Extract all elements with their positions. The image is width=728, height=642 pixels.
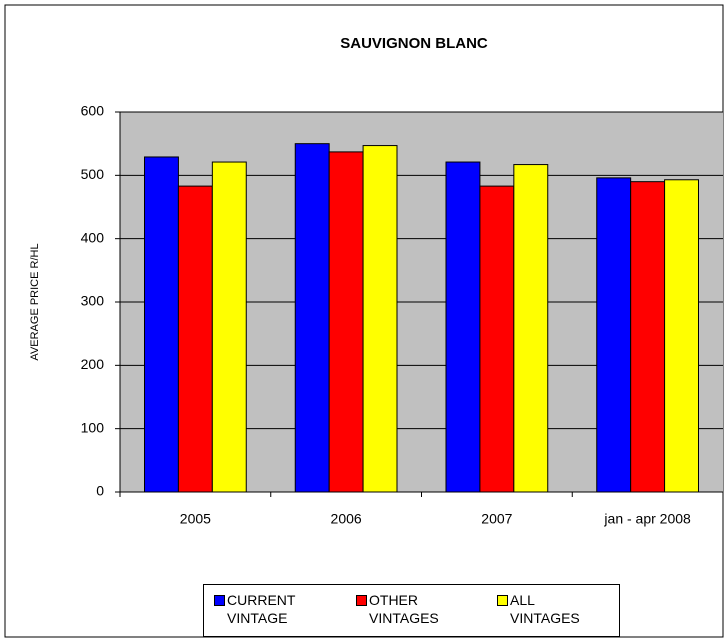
legend-swatch <box>497 595 508 606</box>
legend-label: CURRENT VINTAGE <box>227 592 296 626</box>
y-tick-label: 100 <box>81 419 105 435</box>
bar <box>664 179 700 493</box>
bar <box>513 164 549 493</box>
y-tick-label: 600 <box>81 103 105 119</box>
y-tick-label: 500 <box>81 166 105 182</box>
x-tick-label: 2006 <box>331 511 362 527</box>
legend-label: OTHER VINTAGES <box>369 592 439 626</box>
x-tick-label: jan - apr 2008 <box>603 511 691 527</box>
legend-entry: CURRENT VINTAGE <box>214 591 317 627</box>
legend-entry: ALL VINTAGES <box>497 591 600 627</box>
bar <box>479 185 515 493</box>
bar <box>143 156 179 493</box>
legend-swatch <box>356 595 367 606</box>
legend: CURRENT VINTAGE OTHER VINTAGES ALL VINTAGE… <box>203 584 620 637</box>
y-tick-label: 300 <box>81 293 105 309</box>
y-axis-label: AVERAGE PRICE R/HL <box>29 243 41 360</box>
y-tick-label: 0 <box>96 483 104 499</box>
bar <box>177 185 213 493</box>
bar <box>596 177 632 493</box>
y-tick-label: 200 <box>81 356 105 372</box>
y-tick-label: 400 <box>81 229 105 245</box>
bar <box>362 145 398 493</box>
bar <box>328 151 364 493</box>
chart-title: SAUVIGNON BLANC <box>340 35 488 52</box>
legend-label: ALL VINTAGES <box>510 592 580 626</box>
x-tick-label: 2005 <box>180 511 211 527</box>
bar <box>211 161 247 493</box>
bar <box>294 143 330 493</box>
bar <box>445 161 481 493</box>
legend-swatch <box>214 595 225 606</box>
legend-entry: OTHER VINTAGES <box>356 591 459 627</box>
bar <box>630 181 666 493</box>
x-tick-label: 2007 <box>481 511 512 527</box>
